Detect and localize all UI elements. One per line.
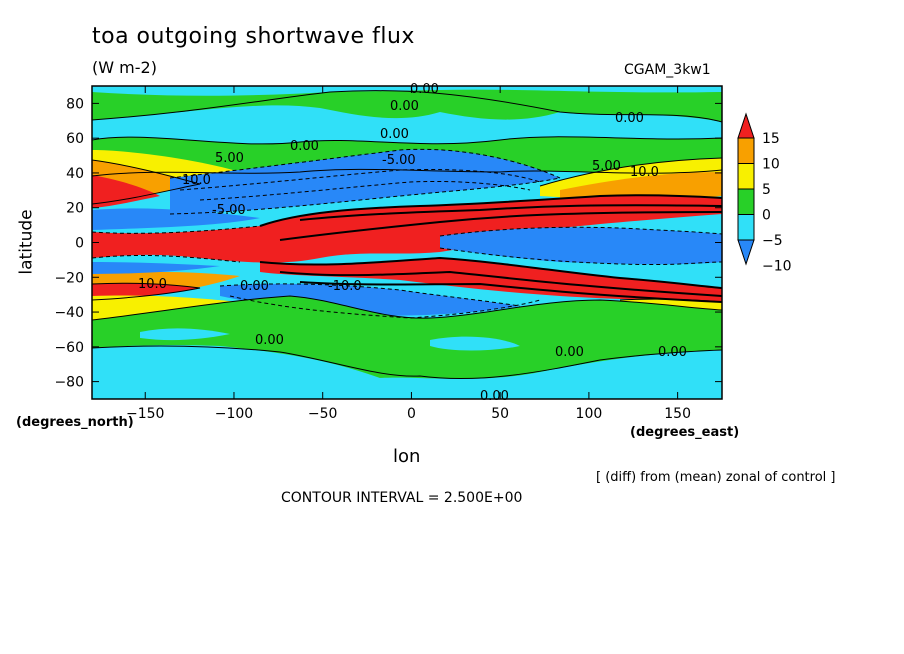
field-yellow-south xyxy=(92,295,240,320)
contour-line xyxy=(219,283,521,307)
contour-line xyxy=(92,159,201,205)
y-tick-label: 20 xyxy=(66,201,84,217)
colorbar: 15 10 5 0 −5 −10 xyxy=(737,112,792,275)
field-green-south xyxy=(92,296,722,379)
contour-line xyxy=(92,90,722,123)
contour-line xyxy=(439,226,722,237)
x-tick-label: −150 xyxy=(126,406,164,422)
field-green-north xyxy=(92,89,722,122)
contour-label: 0.00 xyxy=(555,345,584,360)
field-blue-south-west xyxy=(92,262,220,274)
contour-label-group: 0.00 0.00 0.00 0.00 0.00 0.00 0.00 0.00 … xyxy=(138,82,687,404)
contour-label: -10.0 xyxy=(328,279,362,294)
contour-label: 10.0 xyxy=(182,173,211,188)
x-tick-label: 0 xyxy=(407,406,416,422)
contour-label: 0.00 xyxy=(255,333,284,348)
contour-interval: CONTOUR INTERVAL = 2.500E+00 xyxy=(281,490,523,506)
y-tick-label: −60 xyxy=(54,340,84,356)
colorbar-label: 5 xyxy=(762,182,771,198)
contour-label: -5.00 xyxy=(382,153,416,168)
difference-note: [ (diff) from (mean) zonal of control ] xyxy=(596,470,836,485)
colorbar-label: −10 xyxy=(762,259,792,275)
colorbar-label: 0 xyxy=(762,208,771,224)
field-blue-north xyxy=(170,149,560,214)
field-patterns xyxy=(92,89,722,379)
contour-line xyxy=(279,270,722,297)
contour-label: -5.00 xyxy=(212,203,246,218)
contour-line xyxy=(179,169,541,191)
contour-line xyxy=(92,136,722,145)
x-tick-label: −100 xyxy=(215,406,253,422)
contour-line xyxy=(259,194,722,227)
y-tick-label: 0 xyxy=(75,236,84,252)
contour-line xyxy=(619,298,722,303)
contour-label: 0.00 xyxy=(615,111,644,126)
chart-units: (W m-2) xyxy=(92,58,157,77)
field-orange-east-north xyxy=(560,172,722,201)
contour-label: 0.00 xyxy=(380,127,409,142)
contour-line xyxy=(259,256,722,289)
field-red-north xyxy=(92,175,160,208)
colorbar-segment xyxy=(737,137,755,164)
contour-lines xyxy=(92,90,722,380)
field-red-south-central xyxy=(260,258,722,302)
chart-title: toa outgoing shortwave flux xyxy=(92,24,415,49)
contour-label: 5.00 xyxy=(215,151,244,166)
contour-line xyxy=(92,295,722,321)
contour-line xyxy=(92,282,201,301)
contour-label: 10.0 xyxy=(138,277,167,292)
colorbar-label: 10 xyxy=(762,157,780,173)
x-tick-label: 150 xyxy=(664,406,691,422)
x-axis-ticks: −150 −100 −50 0 50 100 150 xyxy=(126,86,691,422)
colorbar-label: −5 xyxy=(762,233,783,249)
run-label: CGAM_3kw1 xyxy=(624,62,711,78)
field-red-equatorial xyxy=(92,195,722,263)
x-tick-label: 100 xyxy=(576,406,603,422)
field-blue-north-west xyxy=(92,208,260,230)
contour-label: 10.0 xyxy=(630,165,659,180)
colorbar-segment xyxy=(737,239,755,266)
contour-line xyxy=(279,211,722,241)
field-blue-equatorial-east xyxy=(440,227,722,265)
contour-line xyxy=(229,295,541,319)
contour-label: 0.00 xyxy=(390,99,419,114)
contour-line xyxy=(169,177,561,215)
y-tick-label: 40 xyxy=(66,166,84,182)
colorbar-segment xyxy=(737,112,755,139)
contour-line xyxy=(92,345,722,380)
contour-label: 0.00 xyxy=(410,82,439,97)
contour-line xyxy=(539,157,722,187)
contour-label: 0.00 xyxy=(290,139,319,154)
colorbar-label: 15 xyxy=(762,131,780,147)
x-tick-label: −50 xyxy=(308,406,338,422)
x-axis-label: lon xyxy=(393,446,421,467)
contour-label: 0.00 xyxy=(480,389,509,404)
y-axis-ticks: −80 −60 −40 −20 0 20 40 60 80 xyxy=(54,96,722,391)
contour-line xyxy=(299,204,722,221)
contour-line xyxy=(199,180,531,201)
contour-line xyxy=(92,168,722,177)
y-tick-label: −20 xyxy=(54,270,84,286)
colorbar-segment xyxy=(737,163,755,190)
contour-line xyxy=(92,254,241,263)
field-cyan-south-1 xyxy=(140,328,230,341)
contour-label: 0.00 xyxy=(658,345,687,360)
field-cyan-south-2 xyxy=(430,336,520,351)
x-axis-units: (degrees_east) xyxy=(630,425,740,440)
colorbar-segment xyxy=(737,214,755,241)
contour-label: 0.00 xyxy=(240,279,269,294)
x-tick-label: 50 xyxy=(491,406,509,422)
contour-line xyxy=(299,281,722,303)
y-tick-label: 80 xyxy=(66,96,84,112)
contour-line xyxy=(169,148,561,179)
y-tick-label: −80 xyxy=(54,375,84,391)
colorbar-segment xyxy=(737,188,755,215)
contour-label: 5.00 xyxy=(592,159,621,174)
y-tick-label: 60 xyxy=(66,131,84,147)
y-axis-units: (degrees_north) xyxy=(16,415,134,430)
y-tick-label: −40 xyxy=(54,305,84,321)
